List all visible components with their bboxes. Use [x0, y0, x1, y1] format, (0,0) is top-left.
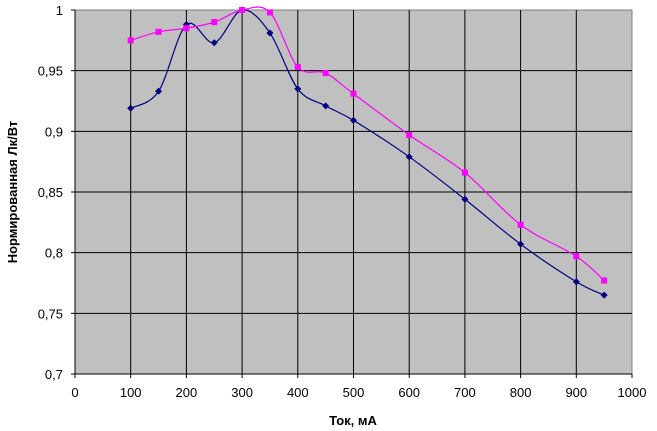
y-tick-label: 0,85: [38, 185, 63, 200]
x-tick-label: 1000: [618, 385, 647, 400]
series-2-point: [350, 90, 357, 97]
x-tick-label: 900: [565, 385, 587, 400]
x-tick-label: 100: [120, 385, 142, 400]
x-tick-label: 0: [71, 385, 78, 400]
x-tick-label: 600: [398, 385, 420, 400]
series-2-point: [155, 28, 162, 35]
series-1-point: [461, 195, 469, 203]
series-1-point: [266, 29, 274, 37]
series-2-point: [601, 277, 608, 284]
x-tick-label: 800: [510, 385, 532, 400]
x-tick-label: 500: [343, 385, 365, 400]
x-tick-label: 200: [176, 385, 198, 400]
x-axis-title: Ток, мА: [329, 413, 377, 428]
series-2-point: [127, 37, 134, 44]
y-tick-label: 0,8: [45, 246, 63, 261]
y-tick-label: 0,95: [38, 64, 63, 79]
y-tick-label: 0,9: [45, 124, 63, 139]
series-2-point: [406, 131, 413, 138]
series-1-point: [155, 87, 163, 95]
series-1-point: [322, 102, 330, 110]
series-2-point: [461, 169, 468, 176]
series-1-point: [600, 291, 608, 299]
series-2-point: [211, 19, 218, 26]
series-layer: [127, 6, 608, 299]
series-1-point: [350, 116, 357, 124]
y-tick-label: 1: [56, 3, 63, 18]
series-2-point: [573, 253, 580, 260]
series-1-point: [210, 39, 218, 47]
series-1-point: [405, 153, 413, 161]
series-2-point: [294, 64, 301, 71]
series-2-point: [239, 7, 246, 13]
series-1-point: [517, 240, 525, 248]
x-tick-label: 700: [454, 385, 476, 400]
y-tick-labels: 0,7 0,75 0,8 0,85 0,9 0,95 1: [38, 3, 63, 382]
series-1-point: [572, 278, 580, 286]
series-2-point: [322, 70, 329, 77]
y-axis-title: Нормированная Лк/Вт: [5, 121, 20, 264]
y-tick-label: 0,75: [38, 306, 63, 321]
x-tick-label: 400: [287, 385, 309, 400]
series-2-point: [266, 9, 273, 16]
series-1-point: [294, 85, 302, 93]
series-2-point: [517, 221, 524, 228]
series-2-point: [183, 25, 190, 32]
x-tick-label: 300: [231, 385, 253, 400]
series-1-point: [127, 104, 135, 112]
y-tick-label: 0,7: [45, 367, 63, 382]
x-tick-labels: 0 100 200 300 400 500 600 700 800 900 1000: [71, 385, 646, 400]
